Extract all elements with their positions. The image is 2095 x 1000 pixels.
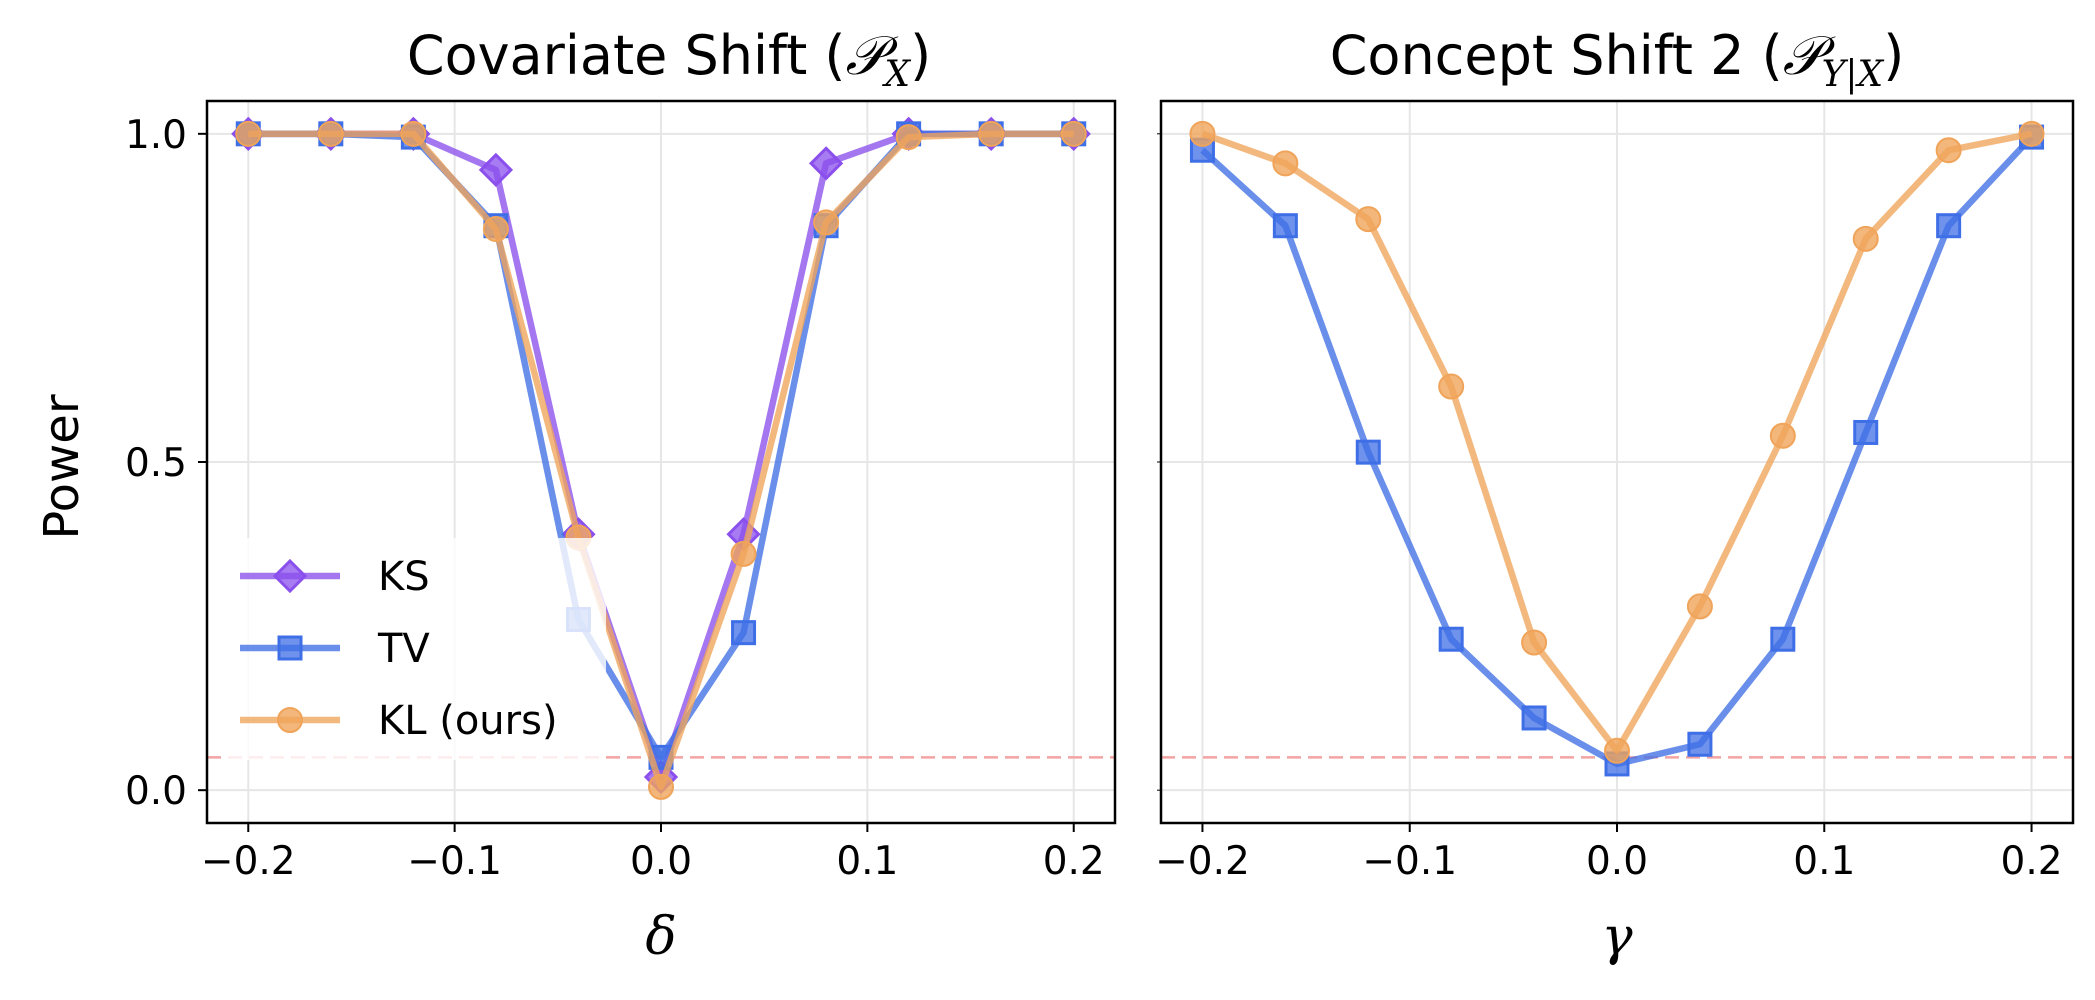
data-point-tv [1853,419,1879,445]
x-tick-label: −0.2 [1155,839,1250,884]
legend-label-ks: KS [378,554,430,600]
panel-title: Covariate Shift (𝒫X) [407,24,931,95]
x-tick-label: 0.2 [1043,839,1105,884]
data-point-kl-ours [1935,137,1962,164]
panel-title: Concept Shift 2 (𝒫Y|X) [1330,24,1905,95]
x-axis-label: γ [1601,907,1633,967]
legend-marker-tv [277,635,303,661]
data-point-kl-ours [1604,737,1630,764]
series-kl-ours [235,120,1087,800]
x-axis-label: δ [645,907,676,967]
x-tick-label: 0.1 [836,839,898,884]
data-point-kl-ours [1769,422,1796,449]
data-point-ks [478,152,514,188]
data-point-kl-ours [895,124,922,151]
data-point-kl-ours [1355,206,1382,233]
legend-marker-kl-ours [277,707,303,733]
data-point-kl-ours [235,120,262,147]
x-tick-label: 0.0 [630,839,692,884]
data-point-tv [1521,705,1547,731]
data-point-tv [1438,626,1464,652]
data-point-tv [1272,213,1298,239]
series-tv [1189,124,2045,777]
data-point-tv [1936,213,1962,239]
data-point-kl-ours [813,209,840,236]
data-point-tv [1770,626,1796,652]
legend-label-tv: TV [377,626,430,672]
x-tick-label: 0.1 [1793,839,1855,884]
tick-layer: −0.2 −0.1 0.0 0.1 0.2 0.0 0.5 1.0 [125,113,1105,884]
data-point-kl-ours [400,120,427,147]
data-point-kl-ours [1852,225,1879,252]
data-point-kl-ours [1521,629,1548,656]
data-point-kl-ours [648,773,674,800]
data-point-kl-ours [1189,120,1216,147]
grid-layer [1161,101,2073,823]
series-layer [231,116,1091,800]
data-point-kl-ours [1272,150,1299,177]
data-point-tv [1355,439,1381,465]
y-tick-label: 0.5 [125,441,187,486]
x-tick-label: 0.2 [2001,839,2063,884]
data-point-kl-ours [2018,120,2045,147]
data-point-tv [1687,731,1713,757]
legend-label-kl-ours: KL (ours) [378,698,558,744]
x-tick-label: −0.1 [1362,839,1457,884]
data-point-kl-ours [317,120,344,147]
data-point-kl-ours [1060,120,1087,147]
y-axis-label: Power [34,394,90,539]
x-tick-label: 0.0 [1586,839,1648,884]
y-tick-label: 0.0 [125,769,187,814]
x-tick-label: −0.1 [407,839,502,884]
data-point-kl-ours [1686,593,1713,620]
series-layer [1189,120,2045,777]
data-point-ks [808,146,844,181]
legend: KS TV KL (ours) [226,538,606,760]
series-kl-ours [1189,120,2045,764]
panel-concept-shift-2: −0.2 −0.1 0.0 0.1 0.2 Concept Shift 2 (𝒫Y|X)… [1155,24,2075,967]
data-point-kl-ours [1438,373,1465,400]
data-point-kl-ours [482,215,509,242]
legend-marker-ks [272,558,308,594]
y-tick-label: 1.0 [125,113,187,158]
x-tick-label: −0.2 [201,839,296,884]
data-point-kl-ours [730,540,757,567]
tick-layer: −0.2 −0.1 0.0 0.1 0.2 [1155,133,2063,884]
data-point-tv [731,620,757,646]
data-point-kl-ours [978,120,1005,147]
